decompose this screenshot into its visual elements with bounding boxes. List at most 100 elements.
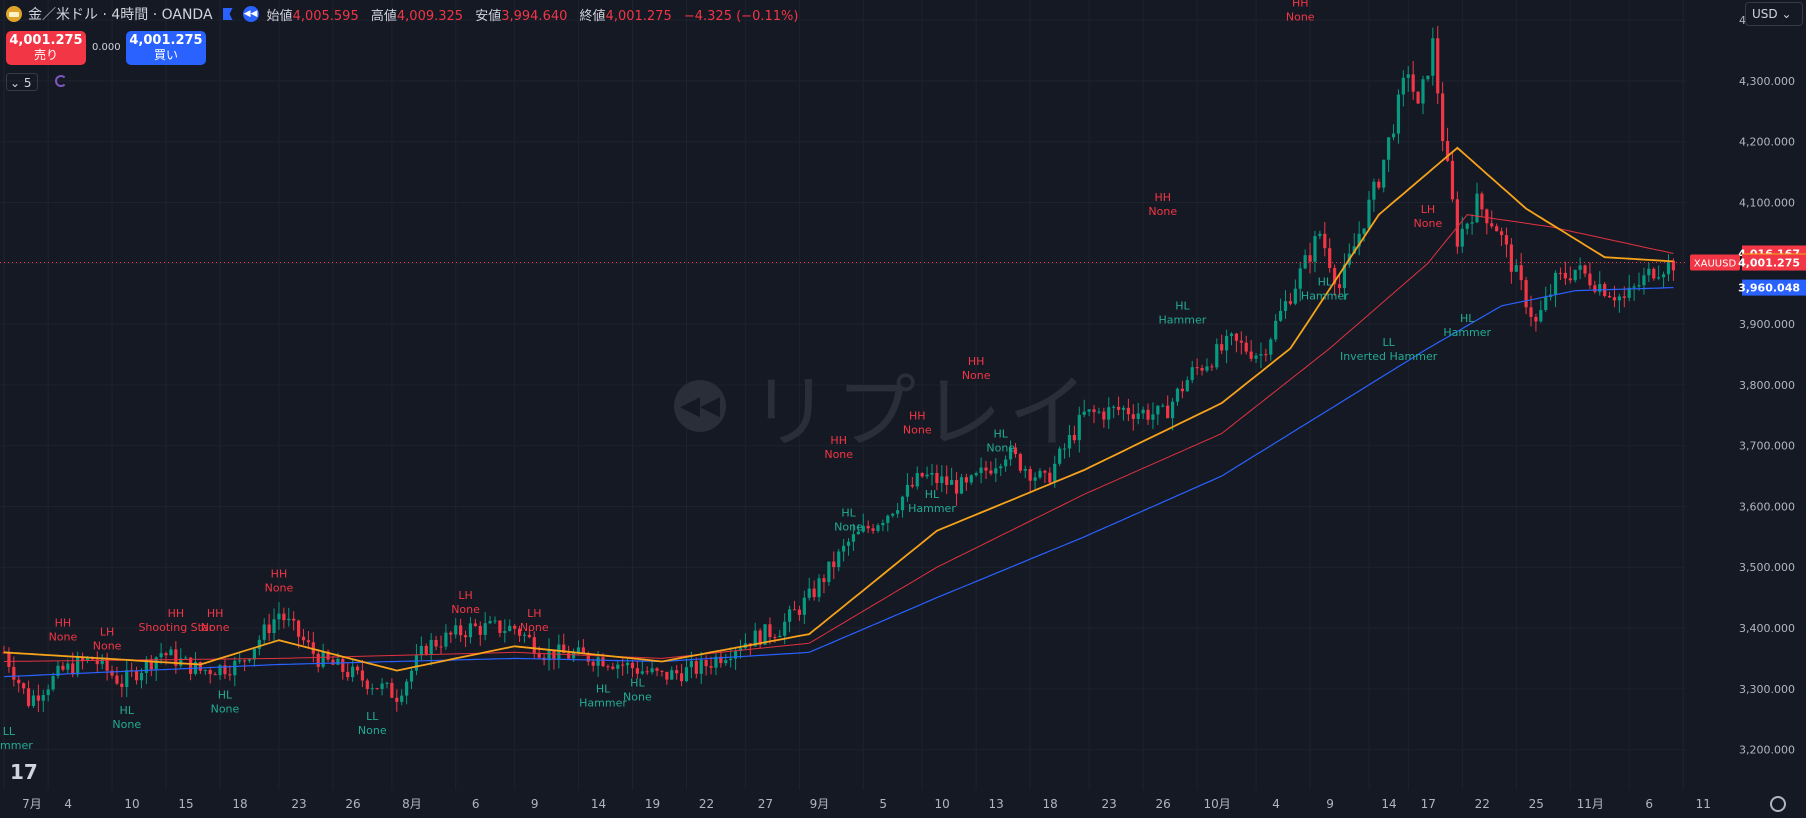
candle-body <box>729 658 733 661</box>
symbol-title[interactable]: 金／米ドル · 4時間 · OANDA <box>28 7 213 23</box>
candle-body <box>621 664 625 666</box>
candle-body <box>940 476 944 484</box>
candle-body <box>1647 268 1651 276</box>
candle-body <box>616 664 620 669</box>
candle-body <box>360 670 365 681</box>
candle-body <box>41 695 45 701</box>
candle-body <box>935 472 939 484</box>
candle-body <box>223 665 227 675</box>
candle-body <box>1013 447 1018 455</box>
candle-body <box>71 663 75 675</box>
candle-body <box>1514 265 1518 272</box>
x-tick-label: 6 <box>472 797 480 811</box>
candle-body <box>788 609 792 622</box>
candle-body <box>277 613 281 620</box>
candle-body <box>1337 284 1342 289</box>
replay-icon: ◀◀ <box>674 380 726 432</box>
ema-slow-line <box>3 287 1674 678</box>
pattern-annotation: Hammer <box>1301 289 1349 302</box>
candle-body <box>1642 275 1646 286</box>
candle-body <box>1391 133 1396 138</box>
candle-body <box>1151 414 1155 420</box>
currency-select[interactable]: USD ⌄ <box>1745 2 1803 26</box>
candle-body <box>1529 307 1533 317</box>
candle-body <box>689 661 693 668</box>
candle-body <box>1485 209 1489 224</box>
pattern-annotation: HH <box>1154 191 1171 204</box>
tradingview-logo[interactable]: 17 <box>10 760 38 784</box>
candle-body <box>1308 255 1312 262</box>
gear-icon[interactable] <box>1770 796 1786 812</box>
pattern-annotation: HH <box>909 410 926 423</box>
candle-body <box>473 623 477 626</box>
candle-body <box>861 525 865 532</box>
candle-body <box>640 671 644 674</box>
candle-body <box>1038 470 1042 478</box>
pattern-annotation: HL <box>120 704 135 717</box>
pattern-annotation: None <box>986 441 1015 454</box>
candle-body <box>532 637 536 654</box>
candle-body <box>817 578 821 598</box>
candle-body <box>95 659 99 665</box>
candle-body <box>1303 255 1307 269</box>
candle-body <box>46 689 50 696</box>
candle-body <box>1141 409 1145 414</box>
candle-body <box>1406 74 1410 78</box>
candle-body <box>1274 320 1278 340</box>
replay-icon[interactable]: ◀◀ <box>242 6 259 22</box>
buy-button[interactable]: 4,001.275 買い <box>126 31 206 65</box>
candle-body <box>1146 409 1150 420</box>
x-tick-label: 9月 <box>810 797 830 811</box>
candle-body <box>134 670 139 681</box>
candle-body <box>1116 406 1121 410</box>
candle-body <box>1018 454 1022 471</box>
pattern-annotation: Hammer <box>908 502 956 515</box>
pattern-annotation: None <box>1286 10 1315 23</box>
candle-body <box>1495 226 1499 232</box>
spread-value: 0.000 <box>92 42 121 53</box>
candle-body <box>1313 236 1317 262</box>
candle-body <box>611 666 615 669</box>
candle-body <box>1519 265 1523 281</box>
candle-body <box>1588 273 1592 286</box>
candle-body <box>1161 405 1165 407</box>
sync-icon[interactable] <box>55 75 67 87</box>
flag-icon[interactable] <box>222 8 233 20</box>
candle-body <box>1470 222 1474 224</box>
x-tick-label: 22 <box>1475 797 1490 811</box>
x-tick-label: 26 <box>1155 797 1170 811</box>
pattern-annotation: None <box>211 703 240 716</box>
candle-body <box>85 657 90 661</box>
candle-body <box>1578 265 1582 270</box>
pattern-annotation: HL <box>1460 312 1475 325</box>
sell-button[interactable]: 4,001.275 売り <box>6 31 86 65</box>
y-tick-label: 3,400.000 <box>1739 622 1795 635</box>
pattern-annotation: None <box>824 448 853 461</box>
pattern-annotation: HH <box>968 355 985 368</box>
change-value: −4.325 (−0.11%) <box>683 8 799 24</box>
candle-body <box>409 670 414 682</box>
candle-body <box>434 639 438 647</box>
pattern-annotation: HL <box>1318 275 1333 288</box>
candle-body <box>139 672 144 681</box>
candle-body <box>773 637 777 639</box>
indicator-toggle[interactable]: ⌄ 5 <box>6 73 38 91</box>
candle-body <box>660 670 664 672</box>
candle-body <box>601 657 605 667</box>
candle-body <box>390 682 394 698</box>
candle-body <box>56 665 60 677</box>
candle-body <box>1534 316 1538 322</box>
candle-body <box>694 661 698 674</box>
candle-body <box>562 644 566 654</box>
candle-body <box>586 652 590 662</box>
candle-body <box>768 624 772 638</box>
candle-body <box>1593 285 1597 292</box>
candle-body <box>1387 137 1391 160</box>
x-tick-label: 17 <box>1421 797 1436 811</box>
candle-body <box>1058 448 1062 464</box>
candle-body <box>778 635 782 638</box>
candle-body <box>1539 310 1543 322</box>
candle-body <box>203 670 207 672</box>
candle-body <box>665 671 669 680</box>
